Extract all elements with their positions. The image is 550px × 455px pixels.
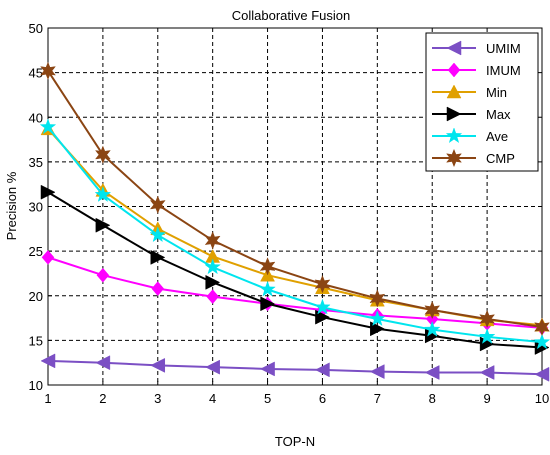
data-point-ave bbox=[94, 186, 112, 202]
data-point-imum bbox=[206, 289, 219, 305]
y-tick-label: 50 bbox=[29, 21, 43, 36]
data-point-max bbox=[205, 274, 221, 290]
x-tick-label: 2 bbox=[99, 391, 106, 406]
x-tick-label: 3 bbox=[154, 391, 161, 406]
data-point-ave bbox=[259, 280, 276, 297]
x-axis-label: TOP-N bbox=[275, 434, 315, 449]
data-point-ave bbox=[314, 298, 331, 315]
y-tick-label: 15 bbox=[29, 333, 43, 348]
series-cmp bbox=[40, 61, 550, 337]
legend-marker-min bbox=[446, 84, 462, 99]
chart-title: Collaborative Fusion bbox=[232, 8, 351, 23]
y-tick-label: 30 bbox=[29, 200, 43, 215]
x-tick-label: 6 bbox=[319, 391, 326, 406]
data-point-max bbox=[370, 321, 385, 337]
legend-marker-imum bbox=[447, 62, 461, 78]
series-umim bbox=[40, 353, 550, 382]
data-point-ave bbox=[423, 320, 441, 337]
data-point-umim bbox=[40, 353, 56, 369]
legend-marker-umim bbox=[446, 40, 462, 56]
data-point-imum bbox=[151, 281, 165, 296]
legend-label-max: Max bbox=[486, 107, 511, 122]
series-ave bbox=[39, 118, 550, 350]
x-tick-label: 8 bbox=[429, 391, 436, 406]
legend-marker-cmp bbox=[446, 148, 462, 168]
data-point-cmp bbox=[534, 317, 550, 337]
data-point-umim bbox=[95, 355, 111, 371]
y-tick-label: 45 bbox=[29, 66, 43, 81]
data-point-umim bbox=[479, 365, 495, 380]
legend-label-min: Min bbox=[486, 85, 507, 100]
data-point-cmp bbox=[40, 61, 56, 81]
series-line-max bbox=[47, 191, 543, 349]
legend-label-umim: UMIM bbox=[486, 41, 521, 56]
series-line-imum bbox=[47, 256, 543, 329]
data-point-umim bbox=[150, 357, 166, 373]
y-axis-label: Precision % bbox=[4, 171, 19, 240]
data-point-ave bbox=[149, 226, 167, 243]
data-point-ave bbox=[39, 118, 57, 135]
data-point-umim bbox=[205, 359, 220, 375]
legend-box bbox=[425, 32, 539, 172]
data-point-umim bbox=[369, 364, 385, 380]
data-point-ave bbox=[533, 333, 550, 350]
x-tick-label: 1 bbox=[44, 391, 51, 406]
data-point-max bbox=[315, 309, 331, 325]
x-tick-label: 5 bbox=[264, 391, 271, 406]
data-point-max bbox=[260, 296, 276, 312]
legend-marker-max bbox=[446, 106, 462, 122]
data-point-max bbox=[150, 249, 166, 265]
legend-label-cmp: CMP bbox=[486, 151, 515, 166]
series-line-ave bbox=[47, 126, 543, 344]
data-point-ave bbox=[478, 328, 496, 344]
data-point-ave bbox=[368, 310, 386, 327]
data-point-cmp bbox=[424, 300, 441, 320]
data-point-umim bbox=[259, 361, 275, 377]
data-point-cmp bbox=[204, 231, 221, 250]
series-line-cmp bbox=[47, 70, 543, 328]
data-point-cmp bbox=[94, 145, 111, 164]
x-tick-label: 10 bbox=[535, 391, 549, 406]
data-point-cmp bbox=[149, 195, 166, 214]
y-tick-label: 20 bbox=[29, 289, 43, 304]
data-point-ave bbox=[204, 258, 222, 275]
data-point-umim bbox=[534, 366, 550, 382]
x-tick-label: 7 bbox=[374, 391, 381, 406]
x-tick-label: 9 bbox=[483, 391, 490, 406]
series bbox=[39, 61, 550, 382]
data-point-imum bbox=[96, 267, 110, 283]
legend-marker-ave bbox=[445, 127, 463, 144]
data-point-cmp bbox=[369, 289, 386, 308]
legend: UMIM IMUM Min Max Ave CMP bbox=[425, 32, 539, 172]
data-point-cmp bbox=[314, 274, 331, 294]
y-tick-label: 25 bbox=[29, 244, 43, 259]
legend-label-imum: IMUM bbox=[486, 63, 521, 78]
y-tick-label: 10 bbox=[29, 378, 43, 393]
y-tick-label: 40 bbox=[29, 110, 43, 125]
series-line-umim bbox=[47, 359, 543, 376]
data-point-imum bbox=[41, 249, 55, 265]
legend-label-ave: Ave bbox=[486, 129, 508, 144]
data-point-umim bbox=[424, 365, 440, 380]
data-point-cmp bbox=[259, 257, 276, 276]
x-tick-label: 4 bbox=[209, 391, 216, 406]
data-point-max bbox=[40, 184, 56, 200]
data-point-cmp bbox=[479, 309, 496, 329]
y-tick-label: 35 bbox=[29, 155, 43, 170]
data-point-umim bbox=[314, 362, 330, 378]
data-point-max bbox=[95, 217, 111, 233]
